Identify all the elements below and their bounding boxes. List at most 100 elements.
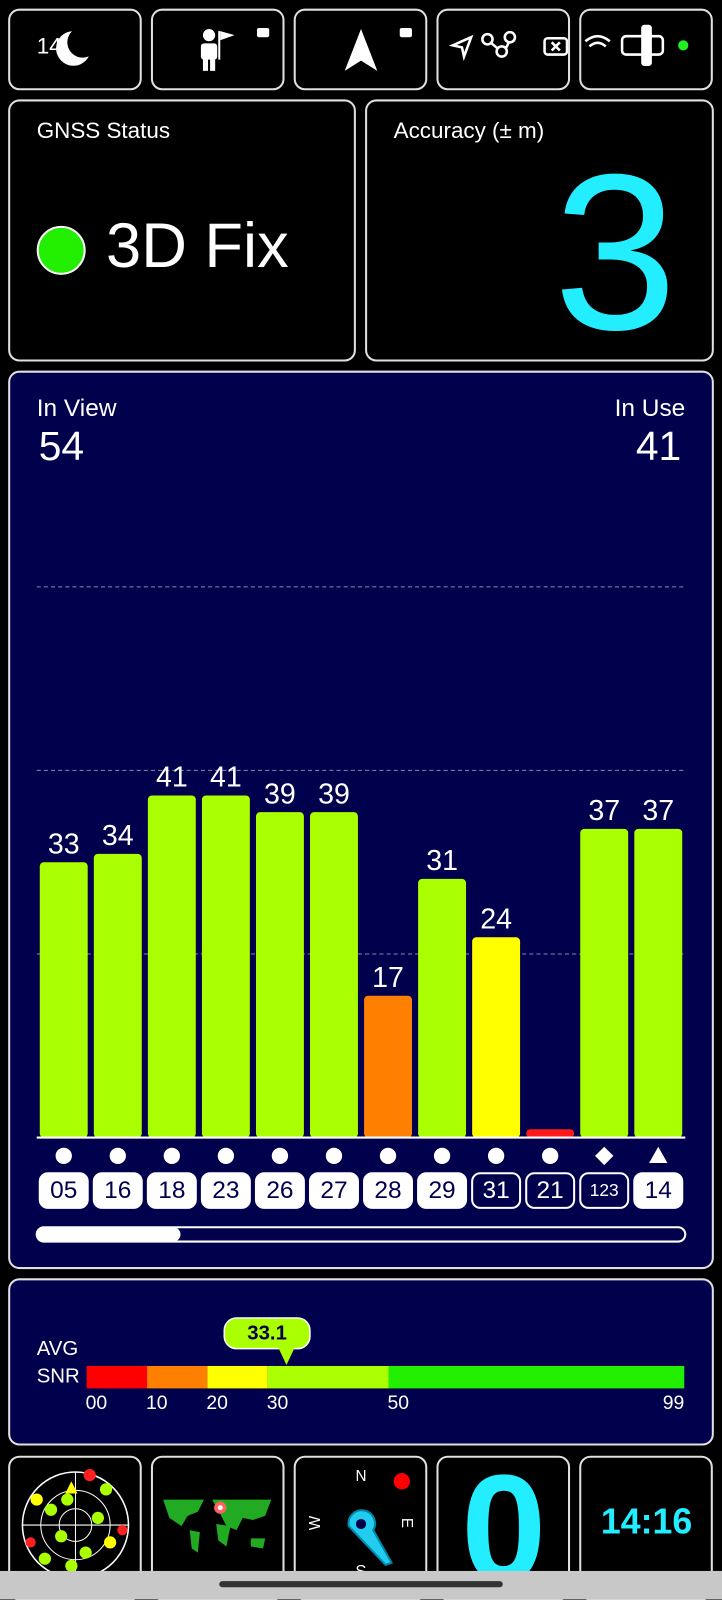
- gnss-status-panel[interactable]: [8, 99, 356, 362]
- constellation-icon: [487, 1147, 505, 1165]
- avg-bubble: [223, 1317, 311, 1350]
- fix-indicator: [36, 225, 86, 275]
- snr-panel[interactable]: [8, 1278, 714, 1446]
- satellite-id-box: [38, 1172, 89, 1209]
- bar: [634, 828, 683, 1138]
- compass-target: [393, 1473, 410, 1490]
- snr-segment: [388, 1365, 685, 1389]
- bar: [201, 795, 250, 1138]
- satellite-id-box: [471, 1172, 522, 1209]
- bar-value-label: 37: [588, 795, 620, 827]
- snr-tick-label: 30: [267, 1392, 289, 1414]
- accuracy-value: 3: [553, 129, 677, 377]
- snr-scale: 00 10 20 30 50 99 33.1: [86, 1317, 685, 1414]
- in-use-value: 41: [636, 423, 681, 469]
- constellation-icon: [325, 1147, 343, 1165]
- snr-tick-label: 20: [206, 1392, 228, 1414]
- bar-value-label: 33: [48, 828, 80, 860]
- gnss-status-title: GNSS Status: [37, 118, 170, 143]
- bar: [526, 1129, 575, 1138]
- bar: [39, 862, 88, 1138]
- satellite-id: 27: [320, 1177, 347, 1204]
- constellation-icon: [649, 1146, 668, 1164]
- constellation-icon: [433, 1147, 451, 1165]
- in-use-label: In Use: [615, 395, 686, 422]
- compass-west: W: [307, 1515, 324, 1530]
- satellite-id: 26: [266, 1177, 293, 1204]
- snr-segment: [267, 1365, 389, 1389]
- satellite-id-box: [579, 1172, 630, 1209]
- home-handle[interactable]: [219, 1581, 503, 1588]
- moon-shadow: [67, 27, 98, 58]
- bar: [310, 812, 358, 1138]
- bar-value-label: 17: [372, 962, 404, 994]
- tile-waypoint[interactable]: [150, 8, 285, 91]
- status-dot: [678, 40, 689, 51]
- bar-value-label: 41: [156, 762, 188, 794]
- bar-value-label: 34: [102, 820, 134, 852]
- snr-tick-label: 00: [86, 1392, 108, 1414]
- in-view-label: In View: [37, 395, 117, 422]
- satellite-id-box: [146, 1172, 197, 1209]
- snr-segment: [147, 1365, 208, 1389]
- snr-segment: [207, 1365, 268, 1389]
- satellite-id-box: [417, 1172, 468, 1209]
- snr-tick-label: 10: [146, 1392, 168, 1414]
- satellite-id: 05: [50, 1177, 77, 1204]
- satellite-id: 14: [645, 1177, 672, 1204]
- accuracy-title: Accuracy (± m): [394, 118, 545, 143]
- bar: [580, 828, 629, 1138]
- nav-arrow-icon: [344, 29, 378, 71]
- satellite-id-box: [525, 1172, 576, 1209]
- satellite-id: 23: [212, 1177, 239, 1204]
- satellite-id-box: [92, 1172, 143, 1209]
- bar-value-label: 39: [264, 778, 296, 810]
- bar-value-label: 39: [318, 778, 350, 810]
- bar-value-label: 41: [210, 762, 242, 794]
- tile-status-icons[interactable]: [436, 8, 571, 91]
- world-map-icon: [163, 1499, 272, 1553]
- bar: [93, 853, 142, 1138]
- scrollbar-thumb[interactable]: [36, 1227, 181, 1242]
- satellite-id: 28: [374, 1177, 401, 1204]
- constellation-icon: [55, 1147, 72, 1165]
- lock-icon: [399, 28, 412, 38]
- satellite-id-box: [363, 1172, 414, 1209]
- system-icons: [584, 24, 665, 67]
- snr-label: SNR: [37, 1366, 80, 1388]
- satellite-id: 16: [104, 1177, 131, 1204]
- bar-value-label: 37: [642, 795, 674, 827]
- constellation-icon: [217, 1147, 235, 1165]
- satellite-id: 123: [590, 1180, 619, 1200]
- constellation-icon: [109, 1147, 126, 1165]
- constellation-icon: [163, 1147, 180, 1165]
- snr-tick-label: 50: [387, 1392, 409, 1414]
- bar-value-label: 31: [426, 845, 458, 877]
- compass-hub: [355, 1518, 367, 1530]
- satellite-id: 31: [483, 1177, 510, 1204]
- constellation-icon: [379, 1147, 397, 1165]
- bar: [364, 995, 412, 1138]
- constellation-icon: [595, 1146, 614, 1166]
- compass-south: S: [356, 1561, 366, 1578]
- snr-tick-label: 99: [663, 1392, 685, 1414]
- constellation-icon: [271, 1147, 289, 1165]
- bar: [147, 795, 196, 1138]
- fix-text: 3D Fix: [106, 211, 289, 281]
- bar: [418, 878, 467, 1138]
- bar: [255, 812, 304, 1138]
- bar: [472, 937, 521, 1138]
- accuracy-panel[interactable]: [365, 99, 714, 362]
- avg-pointer: [278, 1347, 295, 1365]
- satellite-id-box: [308, 1172, 359, 1209]
- snr-segment: [86, 1365, 148, 1389]
- snr-bar-chart: 33 05 34 16 41 18 41 23 39 26 39 27 17 28 31 29 24 31 21 37…: [36, 586, 686, 1209]
- in-view-value: 54: [39, 423, 84, 469]
- satellite-id: 29: [428, 1177, 455, 1204]
- satellite-id: 18: [158, 1177, 185, 1204]
- satellite-id-box: [200, 1172, 251, 1209]
- compass-north: N: [355, 1468, 366, 1485]
- status-icons: [448, 30, 569, 62]
